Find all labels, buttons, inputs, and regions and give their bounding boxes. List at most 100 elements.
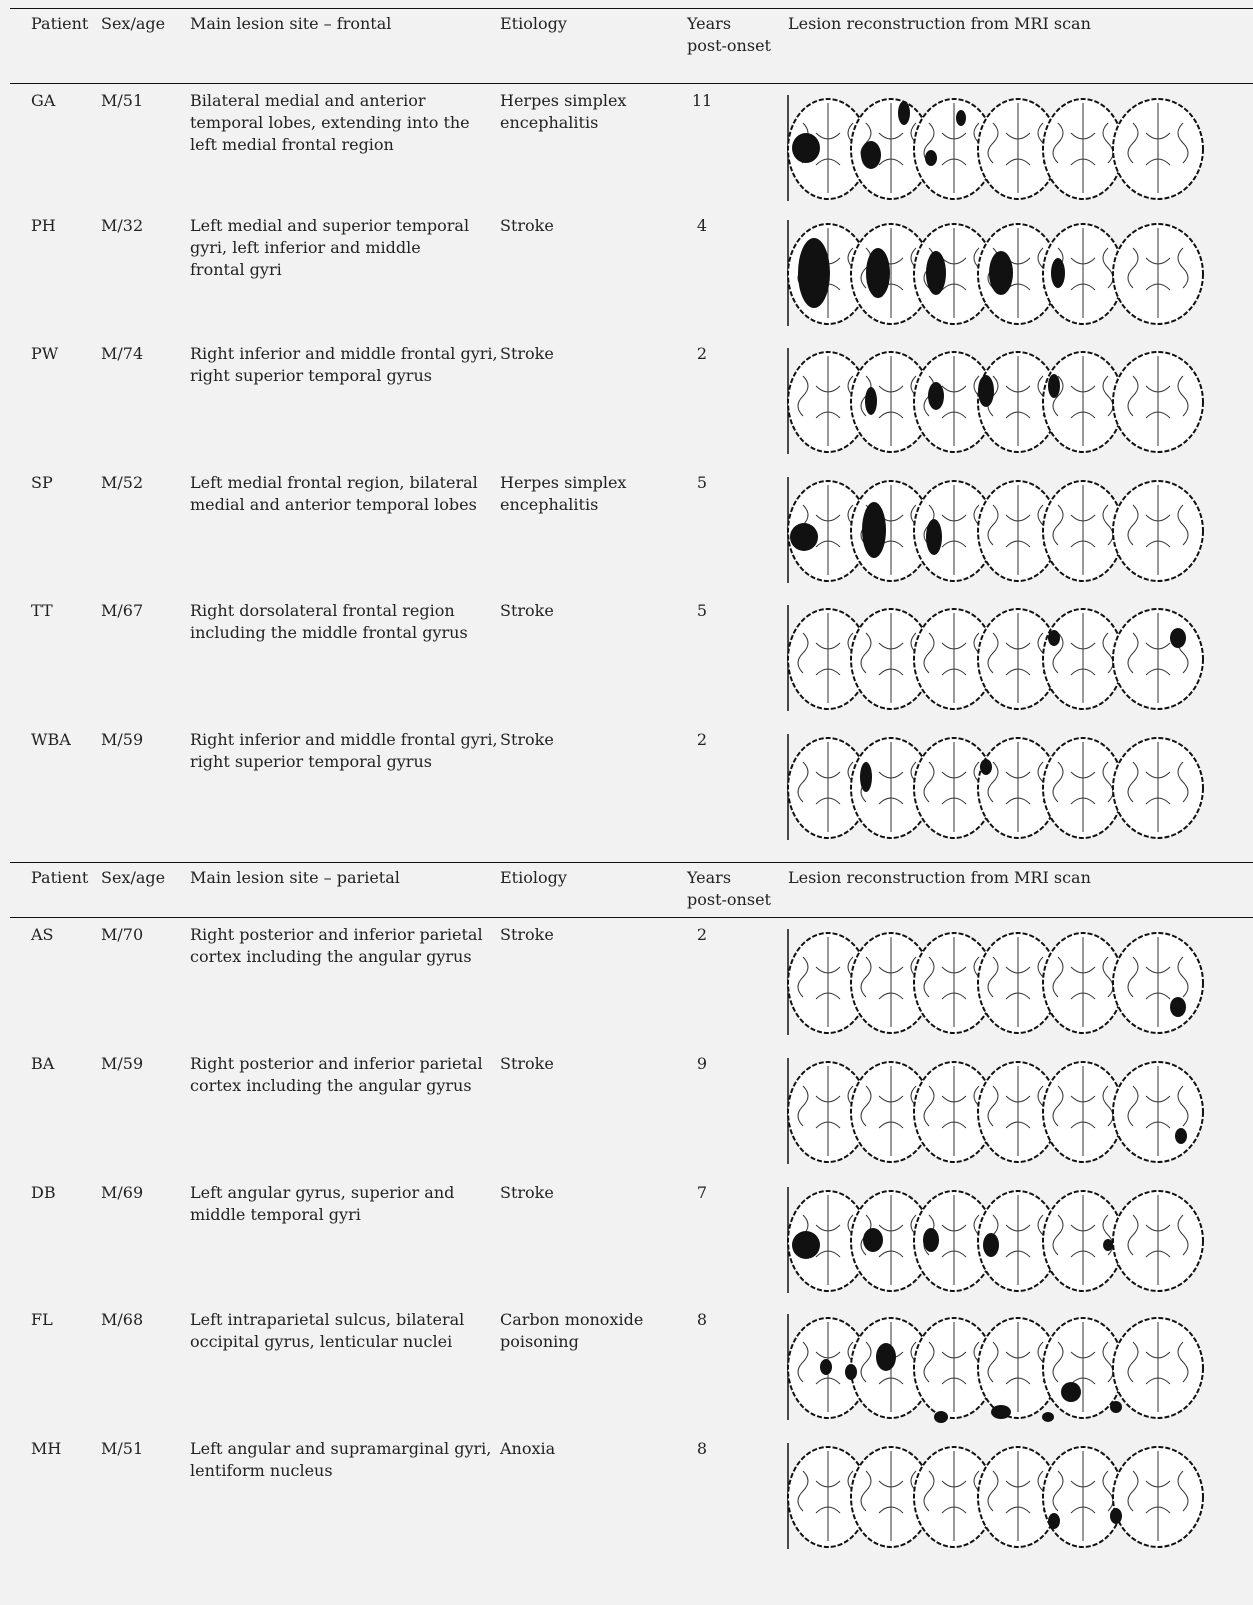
etiology: Anoxia <box>500 1438 555 1460</box>
sex-age: M/52 <box>101 472 143 494</box>
etiology: encephalitis <box>500 494 598 516</box>
sex-age: M/51 <box>101 1438 143 1460</box>
years-post-onset: 2 <box>672 729 732 751</box>
rule <box>10 862 1253 863</box>
sex-age: M/74 <box>101 343 143 365</box>
lesion <box>1042 1412 1054 1422</box>
etiology: Stroke <box>500 343 554 365</box>
lesion-site: Left angular gyrus, superior and <box>190 1182 454 1204</box>
lesion <box>934 1411 948 1423</box>
years-post-onset: 5 <box>672 600 732 622</box>
lesion <box>926 251 946 295</box>
patient-id: FL <box>31 1309 53 1331</box>
etiology: Stroke <box>500 1053 554 1075</box>
patient-id: SP <box>31 472 53 494</box>
lesion <box>1048 374 1060 398</box>
lesion-site: occipital gyrus, lenticular nuclei <box>190 1331 452 1353</box>
rule <box>10 83 1253 84</box>
mri-reconstruction <box>786 927 1206 1039</box>
mri-reconstruction <box>786 603 1206 715</box>
lesion <box>1103 1239 1113 1251</box>
column-header: Etiology <box>500 13 567 35</box>
years-post-onset: 8 <box>672 1309 732 1331</box>
lesion-site: Left medial frontal region, bilateral <box>190 472 478 494</box>
etiology: Herpes simplex <box>500 472 626 494</box>
lesion-site: medial and anterior temporal lobes <box>190 494 477 516</box>
lesion <box>1061 1382 1081 1402</box>
years-post-onset: 11 <box>672 90 732 112</box>
etiology: Carbon monoxide <box>500 1309 643 1331</box>
lesion-site: Bilateral medial and anterior <box>190 90 426 112</box>
lesion <box>1110 1401 1122 1413</box>
patient-id: PW <box>31 343 58 365</box>
years-post-onset: 4 <box>672 215 732 237</box>
lesion <box>1170 997 1186 1017</box>
etiology: Herpes simplex <box>500 90 626 112</box>
sex-age: M/68 <box>101 1309 143 1331</box>
lesion-site: including the middle frontal gyrus <box>190 622 468 644</box>
lesion-site: Right inferior and middle frontal gyri, <box>190 729 498 751</box>
patient-id: BA <box>31 1053 54 1075</box>
column-header: Sex/age <box>101 867 165 889</box>
lesion <box>1175 1128 1187 1144</box>
etiology: Stroke <box>500 924 554 946</box>
patient-id: PH <box>31 215 56 237</box>
sex-age: M/69 <box>101 1182 143 1204</box>
lesion <box>860 762 872 792</box>
etiology: Stroke <box>500 729 554 751</box>
column-header: Etiology <box>500 867 567 889</box>
column-header: Years <box>687 13 731 35</box>
lesion <box>792 1231 820 1259</box>
lesion-site: cortex including the angular gyrus <box>190 1075 472 1097</box>
lesion <box>1051 258 1065 288</box>
mri-reconstruction <box>786 346 1206 458</box>
years-post-onset: 5 <box>672 472 732 494</box>
lesion-site: gyri, left inferior and middle <box>190 237 421 259</box>
column-header: post-onset <box>687 35 771 57</box>
lesion-site: cortex including the angular gyrus <box>190 946 472 968</box>
lesion <box>1170 628 1186 648</box>
patient-id: MH <box>31 1438 61 1460</box>
lesion <box>926 519 942 555</box>
lesion <box>820 1359 832 1375</box>
rule <box>10 8 1253 9</box>
lesion <box>863 1228 883 1252</box>
lesion-site: right superior temporal gyrus <box>190 365 432 387</box>
lesion <box>983 1233 999 1257</box>
mri-reconstruction <box>786 732 1206 844</box>
lesion-site: Right posterior and inferior parietal <box>190 1053 483 1075</box>
lesion-site: Left medial and superior temporal <box>190 215 469 237</box>
etiology: encephalitis <box>500 112 598 134</box>
patient-id: TT <box>31 600 53 622</box>
lesion <box>1048 630 1060 646</box>
patient-id: WBA <box>31 729 71 751</box>
lesion <box>861 141 881 169</box>
etiology: poisoning <box>500 1331 579 1353</box>
lesion <box>790 523 818 551</box>
lesion <box>798 238 830 308</box>
sex-age: M/70 <box>101 924 143 946</box>
lesion-site: frontal gyri <box>190 259 282 281</box>
etiology: Stroke <box>500 600 554 622</box>
lesion <box>956 110 966 126</box>
lesion-site: lentiform nucleus <box>190 1460 333 1482</box>
years-post-onset: 8 <box>672 1438 732 1460</box>
lesion <box>978 375 994 407</box>
column-header: Patient <box>31 867 88 889</box>
column-header: Main lesion site – frontal <box>190 13 391 35</box>
lesion <box>925 150 937 166</box>
lesion <box>1110 1508 1122 1524</box>
column-header: Sex/age <box>101 13 165 35</box>
mri-reconstruction <box>786 1441 1206 1553</box>
column-header: Main lesion site – parietal <box>190 867 400 889</box>
mri-reconstruction <box>786 218 1206 330</box>
column-header: post-onset <box>687 889 771 911</box>
lesion <box>923 1228 939 1252</box>
patient-id: AS <box>31 924 54 946</box>
lesion-site: Right inferior and middle frontal gyri, <box>190 343 498 365</box>
mri-reconstruction <box>786 93 1206 205</box>
mri-reconstruction <box>786 1185 1206 1297</box>
lesion <box>980 759 992 775</box>
lesion-site: temporal lobes, extending into the <box>190 112 470 134</box>
column-header: Lesion reconstruction from MRI scan <box>788 13 1091 35</box>
